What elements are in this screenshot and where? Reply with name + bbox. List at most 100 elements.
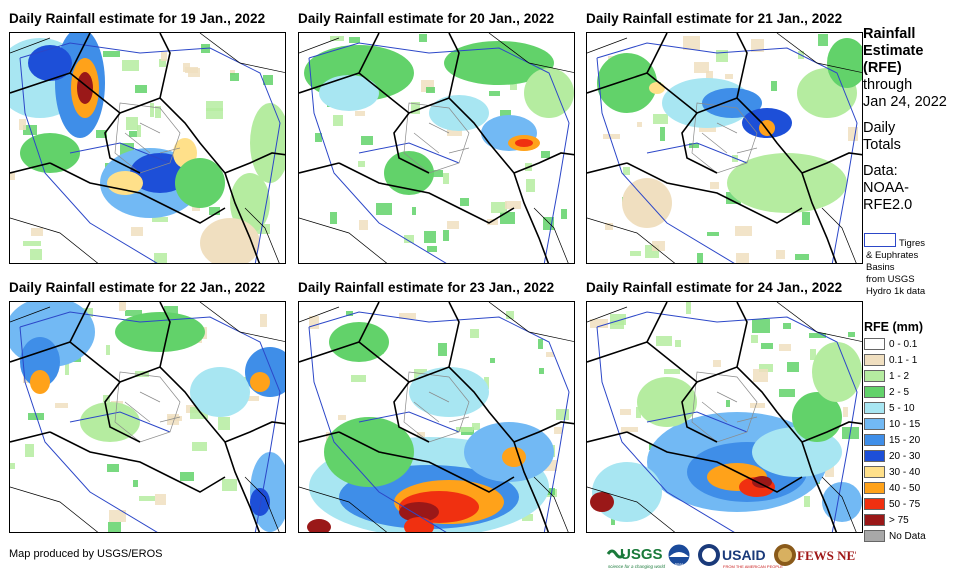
legend-swatch (864, 418, 885, 430)
rain-fragment (825, 465, 834, 477)
rain-fragment (664, 369, 680, 374)
fewsnet-text: FEWS NET (797, 548, 856, 563)
rain-fragment (122, 60, 139, 71)
rain-fragment (707, 232, 719, 236)
rain-fragment (119, 302, 126, 311)
basin-outline (308, 311, 570, 532)
rain-fragment (538, 339, 543, 349)
legend-item: 0.1 - 1 (864, 352, 926, 368)
rain-fragment (472, 423, 480, 430)
legend-swatch (864, 354, 885, 366)
rain-fragment (103, 395, 110, 402)
legend-label: 30 - 40 (889, 466, 921, 478)
rain-cell (727, 153, 847, 213)
rain-cell (250, 372, 270, 392)
rain-fragment (109, 510, 126, 522)
rain-fragment (776, 250, 785, 259)
rain-fragment (412, 207, 416, 215)
province-lines (403, 371, 470, 443)
legend-item: 1 - 2 (864, 368, 926, 384)
rain-fragment (155, 494, 166, 505)
rain-fragment (697, 253, 703, 263)
rain-fragment (19, 119, 26, 130)
rain-fragment (848, 127, 858, 141)
rain-cell (30, 370, 50, 394)
legend-item: 50 - 75 (864, 496, 926, 512)
rain-fragment (630, 251, 641, 256)
rain-fragment (155, 106, 161, 118)
rain-fragment (192, 442, 207, 451)
rain-fragment (315, 133, 322, 142)
rain-fragment (159, 59, 166, 67)
legend-label: 40 - 50 (889, 482, 921, 494)
rain-fragment (139, 496, 155, 501)
legend-item: 2 - 5 (864, 384, 926, 400)
rain-fragment (561, 209, 567, 219)
legend-label: 2 - 5 (889, 386, 910, 398)
legend-item: No Data (864, 528, 926, 544)
secondary-borders (299, 33, 574, 263)
rain-fragment (424, 231, 436, 243)
panel-title: Daily Rainfall estimate for 21 Jan., 202… (586, 11, 843, 26)
rainfall-map (9, 32, 286, 264)
rain-cell (649, 82, 665, 94)
legend-swatch (864, 482, 885, 494)
rain-fragment (330, 212, 337, 224)
rain-fragment (753, 369, 768, 382)
rain-fragment (487, 219, 498, 225)
rain-fragment (338, 415, 346, 420)
rain-fragment (620, 409, 631, 415)
rain-fragment (185, 67, 198, 73)
rain-fragment (541, 151, 550, 158)
rain-cell (250, 488, 270, 516)
rain-fragment (209, 207, 220, 215)
basin-label: & Euphrates (866, 250, 919, 261)
usaid-tagline: FROM THE AMERICAN PEOPLE (723, 564, 783, 569)
secondary-borders (587, 33, 862, 263)
rain-cell (190, 367, 250, 417)
legend-label: No Data (889, 530, 926, 542)
rainfall-map (298, 32, 575, 264)
rain-fragment (456, 427, 473, 432)
province-lines (114, 371, 181, 443)
rain-fragment (726, 400, 730, 407)
rain-fragment (554, 427, 562, 434)
rain-fragment (656, 336, 672, 346)
rain-fragment (505, 201, 521, 209)
rain-cell (80, 402, 140, 442)
rain-fragment (161, 52, 167, 61)
rainfall-panel-22: Daily Rainfall estimate for 22 Jan., 202… (9, 280, 287, 535)
daily-label: Daily (863, 120, 896, 136)
rain-cell (597, 53, 657, 113)
legend-label: 0 - 0.1 (889, 338, 918, 350)
rain-fragment (427, 246, 437, 252)
rain-fragment (167, 414, 179, 425)
rain-fragment (31, 228, 43, 236)
legend-label: 15 - 20 (889, 434, 921, 446)
rain-cell (590, 492, 614, 512)
secondary-borders (10, 302, 285, 532)
rain-fragment (675, 340, 681, 347)
fewsnet-logo: FEWS NET (774, 544, 856, 566)
rain-cell (28, 45, 72, 81)
usgs-tagline: science for a changing world (608, 564, 666, 569)
rain-fragment (506, 311, 514, 319)
rain-fragment (376, 203, 392, 215)
rain-cell (230, 173, 270, 233)
rain-fragment (556, 409, 569, 420)
rain-fragment (706, 71, 713, 82)
rain-fragment (426, 170, 443, 177)
legend-label: > 75 (889, 514, 909, 526)
rain-fragment (361, 136, 373, 145)
rain-fragment (490, 358, 495, 363)
rainfall-map (298, 301, 575, 533)
rain-fragment (333, 115, 343, 126)
usgs-logo: USGS science for a changing world (606, 546, 666, 569)
legend-item: 40 - 50 (864, 480, 926, 496)
legend-swatch (864, 466, 885, 478)
rain-fragment (309, 316, 319, 329)
rain-fragment (106, 345, 110, 355)
rain-fragment (404, 235, 414, 243)
rain-fragment (689, 143, 699, 148)
rain-fragment (489, 91, 500, 96)
